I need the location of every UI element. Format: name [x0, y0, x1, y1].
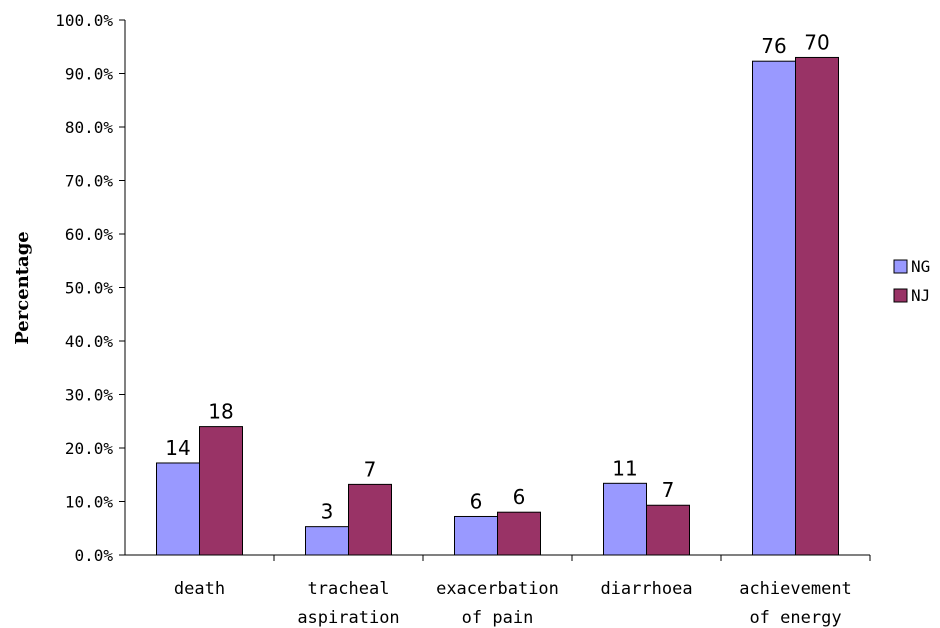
x-tick-label: exacerbation: [436, 579, 559, 599]
data-label: 7: [662, 478, 675, 502]
bar-ng: [454, 515, 498, 556]
x-axis: death tracheal aspiration exacerbation of pa…: [125, 554, 871, 628]
y-tick-label: 10.0%: [65, 493, 114, 512]
y-tick-label: 30.0%: [65, 386, 114, 405]
legend-label: NG: [911, 257, 930, 276]
bars: [156, 56, 839, 556]
data-label: 6: [470, 489, 483, 513]
x-tick-label: of energy: [749, 608, 841, 628]
x-tick-label: tracheal: [308, 579, 390, 599]
data-label: 76: [761, 34, 786, 58]
bar-ng: [603, 482, 647, 556]
bar-nj: [795, 56, 839, 556]
data-label: 6: [513, 485, 526, 509]
data-label: 14: [165, 436, 190, 460]
bar-nj: [348, 483, 392, 556]
legend-swatch-ng: [893, 259, 908, 274]
y-tick-label: 90.0%: [65, 65, 114, 84]
data-label: 3: [321, 500, 334, 524]
x-tick-label: of pain: [462, 608, 534, 628]
data-label: 70: [804, 30, 829, 54]
y-tick-label: 50.0%: [65, 279, 114, 298]
y-tick-label: 0.0%: [74, 546, 113, 565]
y-tick-label: 60.0%: [65, 225, 114, 244]
x-tick-label: diarrhoea: [600, 579, 692, 599]
bar-ng: [305, 526, 349, 556]
data-label: 7: [364, 457, 377, 481]
y-tick-label: 100.0%: [55, 11, 113, 30]
bar-nj: [497, 511, 541, 556]
legend-label: NJ: [911, 286, 930, 305]
x-tick-label: achievement: [739, 579, 852, 599]
y-tick-label: 70.0%: [65, 172, 114, 191]
data-label: 18: [208, 400, 233, 424]
bar-ng: [156, 462, 200, 556]
legend: NG NJ: [893, 257, 930, 305]
y-tick-label: 80.0%: [65, 118, 114, 137]
y-tick-label: 40.0%: [65, 332, 114, 351]
bar-nj: [646, 504, 690, 556]
y-axis-label: Percentage: [12, 231, 33, 345]
bar-nj: [199, 426, 243, 556]
x-tick-label: aspiration: [297, 608, 399, 628]
bar-ng: [752, 60, 796, 556]
legend-swatch-nj: [893, 288, 908, 303]
y-tick-label: 20.0%: [65, 439, 114, 458]
data-label: 11: [612, 456, 637, 480]
x-tick-label: death: [174, 579, 225, 599]
y-axis: 0.0% 10.0% 20.0% 30.0% 40.0% 50.0% 60.0% 70.0% 8…: [55, 11, 126, 565]
